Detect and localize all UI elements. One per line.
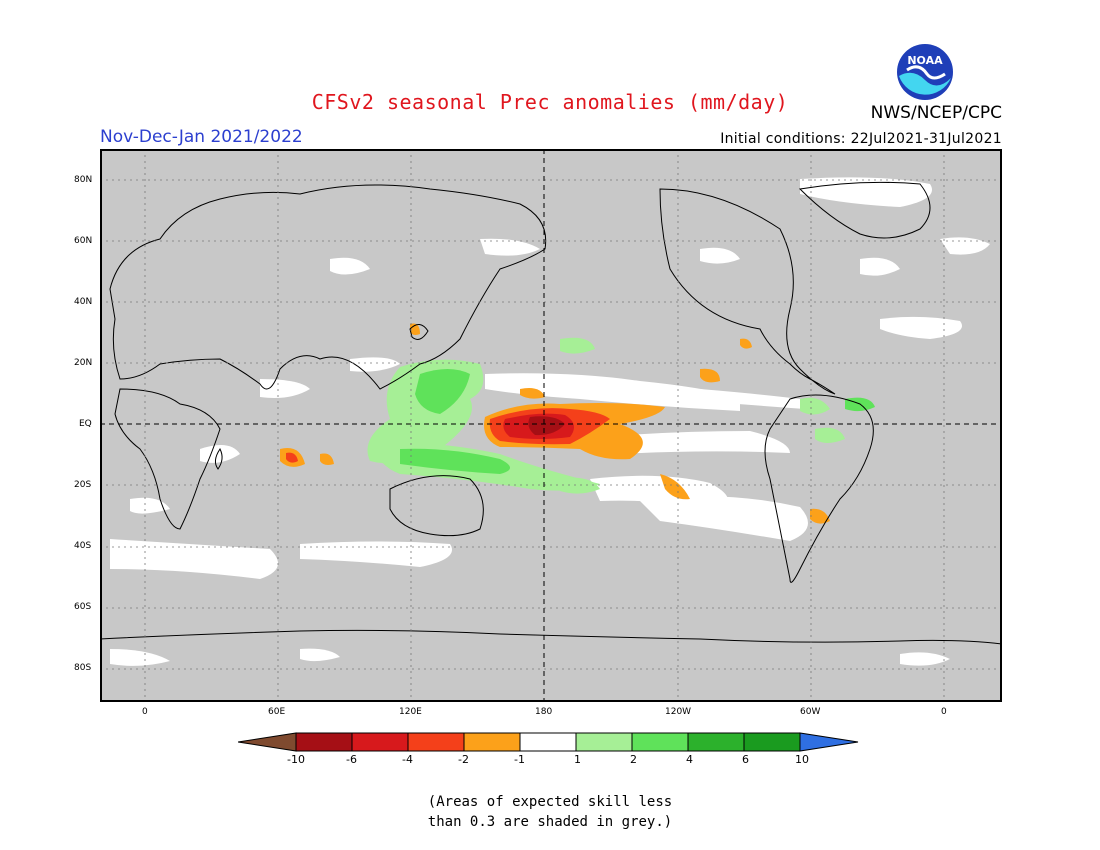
colorbar-swatch — [351, 732, 409, 752]
precip-anomaly-map — [100, 149, 1002, 702]
colorbar-tick-label: 4 — [686, 753, 693, 766]
colorbar-swatch — [407, 732, 465, 752]
lat-label: 80S — [74, 663, 92, 673]
lon-label: 120W — [665, 707, 692, 717]
lat-label: 80N — [74, 175, 93, 185]
map-frame — [100, 149, 1002, 702]
lon-label: 120E — [399, 707, 422, 717]
lat-label: 20S — [74, 480, 92, 490]
coastlines — [100, 181, 1002, 645]
forecast-period: Nov-Dec-Jan 2021/2022 — [100, 127, 303, 147]
lat-label: 40S — [74, 541, 92, 551]
colorbar-tick-label: -10 — [287, 753, 305, 766]
reference-lines — [100, 149, 1002, 702]
colorbar-tick-label: 6 — [742, 753, 749, 766]
colorbar-arrow-low — [238, 732, 297, 752]
colorbar-tick-label: 10 — [795, 753, 809, 766]
agency-name: NWS/NCEP/CPC — [870, 103, 1002, 123]
skill-note-line1: (Areas of expected skill less — [427, 794, 673, 810]
colorbar-swatch — [743, 732, 801, 752]
map-title: CFSv2 seasonal Prec anomalies (mm/day) — [311, 90, 789, 114]
lat-label: 60N — [74, 236, 93, 246]
dry-anomaly-patches — [280, 323, 830, 524]
colorbar-swatch — [463, 732, 521, 752]
colorbar-tick-label: -4 — [402, 753, 413, 766]
logo-text: NOAA — [907, 54, 943, 67]
green-anomaly-patches — [367, 337, 875, 494]
lat-label: 60S — [74, 602, 92, 612]
colorbar-swatch — [519, 732, 577, 752]
colorbar-swatch — [687, 732, 745, 752]
skill-note: (Areas of expected skill less than 0.3 a… — [0, 792, 1100, 832]
lon-label: 0 — [142, 707, 148, 717]
lon-label: 60W — [800, 707, 821, 717]
white-anomaly-patches — [110, 177, 990, 666]
colorbar-swatches — [238, 732, 859, 752]
colorbar-tick-label: 2 — [630, 753, 637, 766]
lat-label: 20N — [74, 358, 93, 368]
colorbar-tick-label: 1 — [574, 753, 581, 766]
lon-label: 0 — [941, 707, 947, 717]
colorbar-tick-label: -2 — [458, 753, 469, 766]
colorbar-swatch — [295, 732, 353, 752]
colorbar-swatch — [631, 732, 689, 752]
initial-conditions: Initial conditions: 22Jul2021-31Jul2021 — [720, 131, 1002, 147]
noaa-logo-icon: NOAA — [895, 42, 955, 102]
colorbar — [238, 732, 859, 752]
colorbar-arrow-high — [799, 732, 859, 752]
lon-label: 180 — [535, 707, 553, 717]
lon-label: 60E — [268, 707, 286, 717]
lat-label: EQ — [79, 419, 92, 429]
colorbar-tick-label: -6 — [346, 753, 357, 766]
lat-label: 40N — [74, 297, 93, 307]
colorbar-tick-label: -1 — [514, 753, 525, 766]
skill-note-line2: than 0.3 are shaded in grey.) — [427, 814, 673, 830]
graticule — [100, 149, 1002, 702]
colorbar-swatch — [575, 732, 633, 752]
